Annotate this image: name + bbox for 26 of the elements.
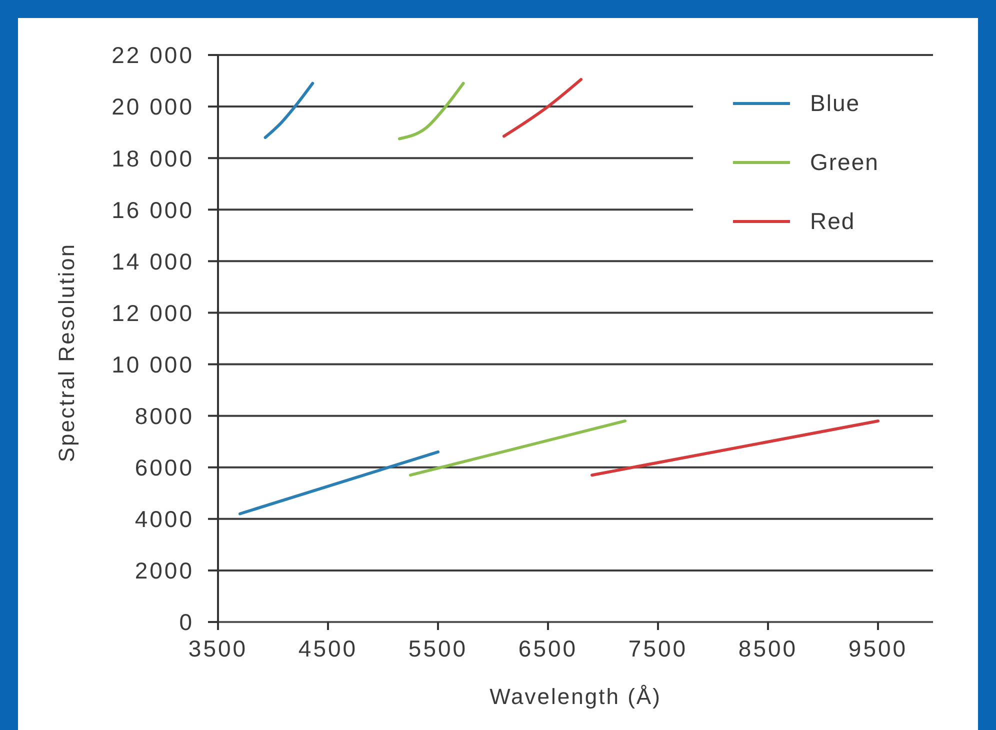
y-tick-label: 16 000 (112, 196, 194, 223)
legend-label: Green (810, 149, 879, 176)
x-tick-label: 3500 (188, 635, 248, 662)
x-tick-label: 5500 (408, 635, 468, 662)
x-tick-label: 4500 (298, 635, 358, 662)
y-tick-label: 14 000 (112, 248, 194, 274)
line-series (264, 82, 314, 139)
y-tick-label: 20 000 (112, 94, 194, 120)
x-tick-label: 7500 (628, 635, 688, 662)
y-axis-title: Spectral Resolution (54, 242, 79, 462)
y-tick-label: 8000 (134, 402, 194, 429)
legend-label: Red (810, 208, 856, 235)
y-tick-label: 18 000 (112, 145, 194, 172)
x-tick-label: 8500 (738, 635, 798, 662)
x-tick-label: 9500 (848, 635, 908, 662)
y-tick-label: 12 000 (112, 300, 194, 326)
line-series (398, 82, 465, 140)
y-tick-label: 22 000 (112, 42, 194, 68)
y-tick-label: 4000 (134, 506, 194, 532)
y-tick-label: 2000 (134, 558, 194, 584)
x-tick-label: 6500 (518, 635, 578, 662)
y-tick-label: 10 000 (112, 351, 194, 378)
legend-label: Blue (810, 90, 860, 117)
x-axis-title: Wavelength (Å) (490, 684, 662, 709)
y-tick-label: 0 (179, 609, 194, 636)
y-tick-label: 6000 (134, 454, 194, 481)
